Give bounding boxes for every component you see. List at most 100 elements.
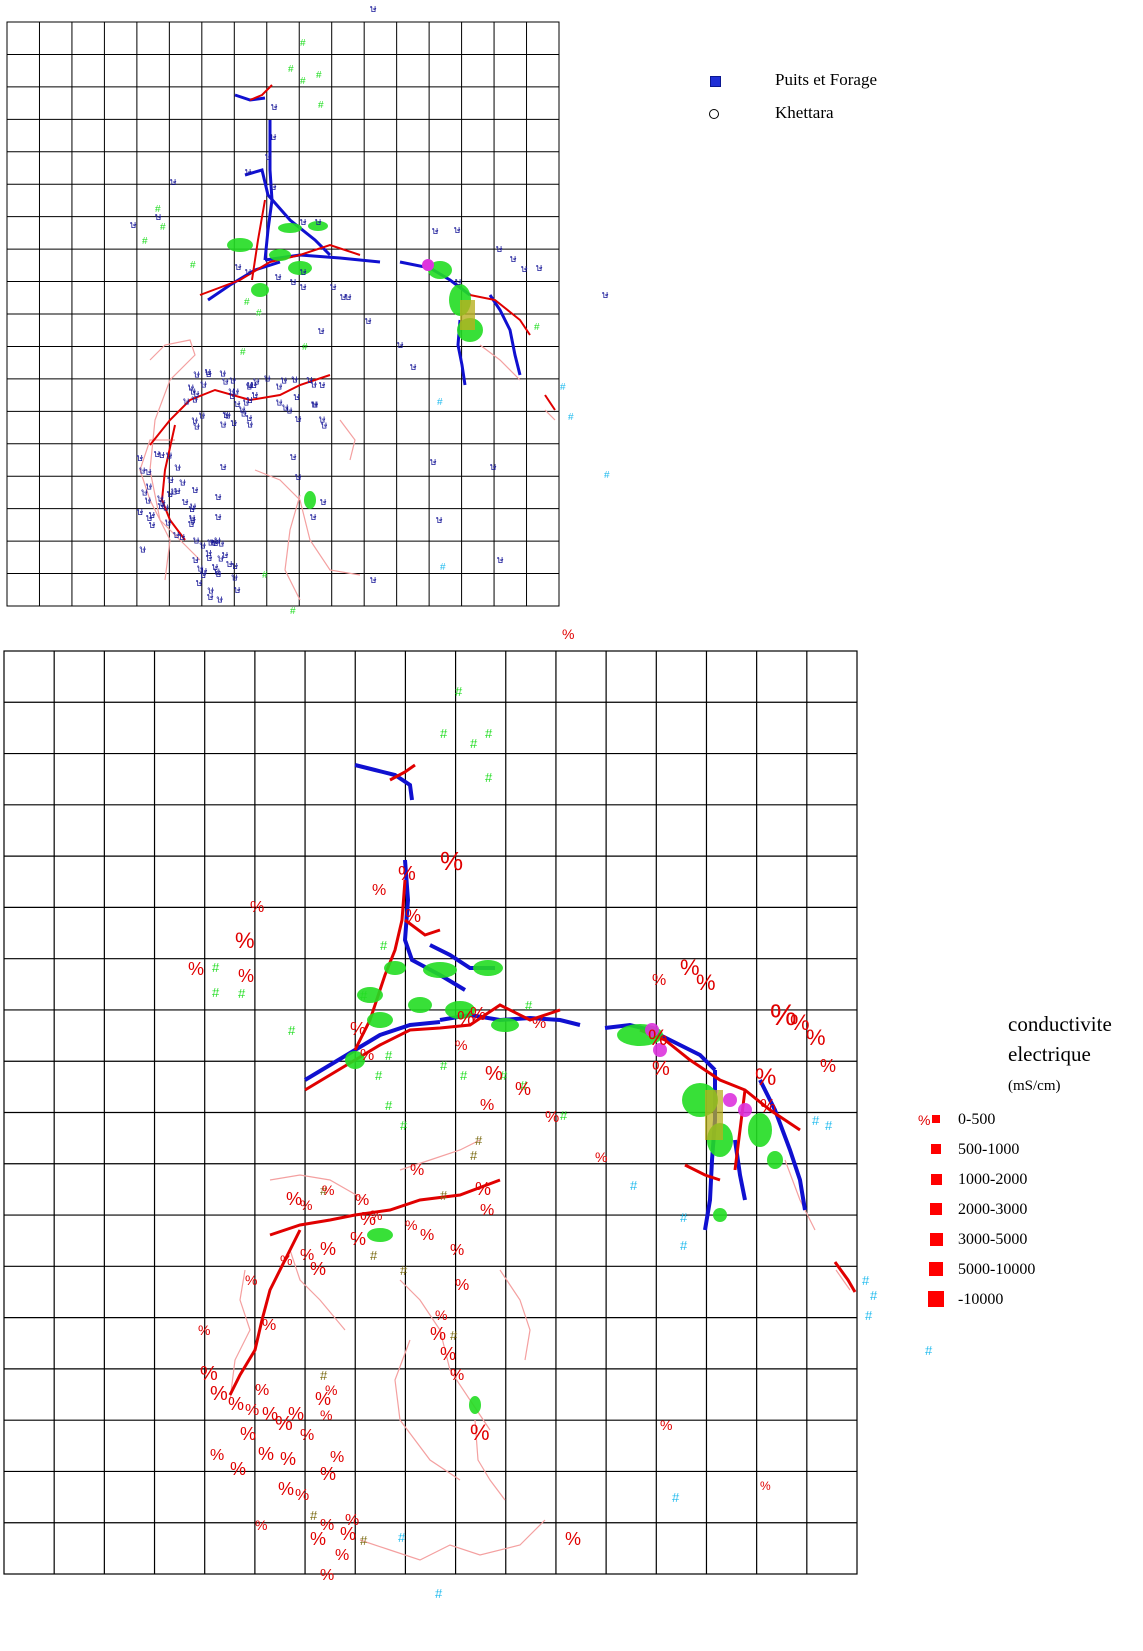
conductivity-marker: % (345, 1512, 359, 1529)
well-marker: ษ (490, 462, 497, 473)
conductivity-marker: % (340, 1524, 356, 1544)
vegetation-mark: # (300, 76, 306, 87)
well-marker: ษ (205, 367, 212, 378)
vegetation-mark: # (398, 1530, 406, 1545)
vegetation-mark: # (400, 1118, 408, 1133)
well-marker: ษ (200, 379, 207, 390)
well-marker: ษ (318, 326, 325, 337)
conductivity-marker: % (770, 999, 797, 1032)
well-marker: ษ (330, 282, 337, 293)
conductivity-marker: % (320, 1567, 334, 1584)
vegetation-mark: # (485, 726, 493, 741)
vegetation-patch (423, 962, 457, 978)
well-marker: ษ (300, 282, 307, 293)
conductivity-marker: % (210, 1383, 228, 1405)
well-marker: ษ (216, 595, 223, 606)
vegetation-patch (491, 1018, 519, 1032)
conductivity-marker: % (475, 1179, 491, 1199)
vegetation-patch (445, 1001, 475, 1019)
well-marker: ษ (158, 501, 165, 512)
well-marker: ษ (189, 504, 196, 515)
well-marker: ษ (206, 553, 213, 564)
well-marker: ษ (189, 515, 196, 526)
vegetation-patch (227, 238, 253, 252)
well-marker: ษ (315, 217, 322, 228)
well-marker: ษ (602, 290, 609, 301)
well-marker: ษ (319, 380, 326, 391)
well-marker: ษ (276, 382, 283, 393)
red-river (251, 199, 266, 281)
well-marker: ษ (201, 566, 208, 577)
well-marker: ษ (179, 478, 186, 489)
well-marker: ษ (510, 254, 517, 265)
conductivity-marker: % (310, 1529, 326, 1549)
magenta-patch (653, 1043, 667, 1057)
red-river (249, 84, 273, 101)
well-marker: ษ (137, 507, 144, 518)
conductivity-marker: % (295, 1487, 309, 1504)
well-marker: ษ (175, 462, 182, 473)
well-marker: ษ (199, 411, 206, 422)
well-marker: ษ (159, 498, 166, 509)
vegetation-mark: # (212, 960, 220, 975)
well-marker: ษ (310, 512, 317, 523)
well-marker: ษ (190, 387, 197, 398)
legend-title-line1: conductivite (1008, 1012, 1112, 1036)
legend-class-label: 0-500 (958, 1111, 996, 1128)
well-marker: ษ (199, 541, 206, 552)
vegetation-mark: # (400, 1263, 408, 1278)
vegetation-mark: # (455, 684, 463, 699)
well-marker: ษ (247, 420, 254, 431)
vegetation-mark: # (470, 1148, 478, 1163)
legend-title-line2: electrique (1008, 1042, 1091, 1066)
well-marker: ษ (370, 4, 377, 15)
legend-unit: (mS/cm) (1008, 1078, 1061, 1094)
magenta-patch (738, 1103, 752, 1117)
vegetation-mark: # (212, 985, 220, 1000)
well-marker: ษ (306, 375, 313, 386)
blue-river (303, 1020, 441, 1082)
well-marker: ษ (246, 413, 253, 424)
well-marker: ษ (281, 376, 288, 387)
olive-patch (705, 1090, 723, 1140)
red-river (228, 1229, 302, 1396)
conductivity-marker: % (240, 1424, 256, 1444)
well-marker: ษ (246, 382, 253, 393)
vegetation-mark: # (534, 322, 540, 333)
red-river (639, 1028, 801, 1132)
well-marker: ษ (145, 495, 152, 506)
well-marker: ษ (190, 502, 197, 513)
well-marker: ษ (370, 575, 377, 586)
vegetation-mark: # (862, 1273, 870, 1288)
conductivity-marker: % (300, 1197, 312, 1213)
map-grid (6, 21, 560, 607)
conductivity-marker: % (330, 1449, 344, 1466)
pink-track (474, 1419, 506, 1501)
well-marker: ษ (243, 397, 250, 408)
well-marker: ษ (222, 550, 229, 561)
well-marker: ษ (455, 277, 462, 288)
vegetation-mark: # (238, 986, 246, 1001)
vegetation-patch (278, 223, 302, 233)
vegetation-mark: # (370, 1248, 378, 1263)
conductivity-marker: % (440, 846, 463, 876)
well-marker: ษ (149, 510, 156, 521)
well-marker: ษ (222, 376, 229, 387)
well-marker: ษ (310, 380, 317, 391)
conductivity-marker: % (310, 1259, 326, 1279)
legend-square-icon (929, 1232, 943, 1246)
well-marker: ษ (300, 217, 307, 228)
conductivity-marker: % (360, 1209, 376, 1229)
conductivity-marker: % (545, 1109, 559, 1126)
well-marker: ษ (320, 497, 327, 508)
legend-class-label: 5000-10000 (958, 1261, 1036, 1278)
blue-river (758, 1079, 807, 1211)
conductivity-marker: % (450, 1242, 464, 1259)
vegetation-mark: # (437, 397, 443, 408)
conductivity-marker: % (806, 1025, 826, 1050)
blue-river (354, 763, 414, 801)
well-marker: ษ (193, 389, 200, 400)
conductivity-marker: % (262, 1317, 276, 1334)
vegetation-mark: # (380, 938, 388, 953)
